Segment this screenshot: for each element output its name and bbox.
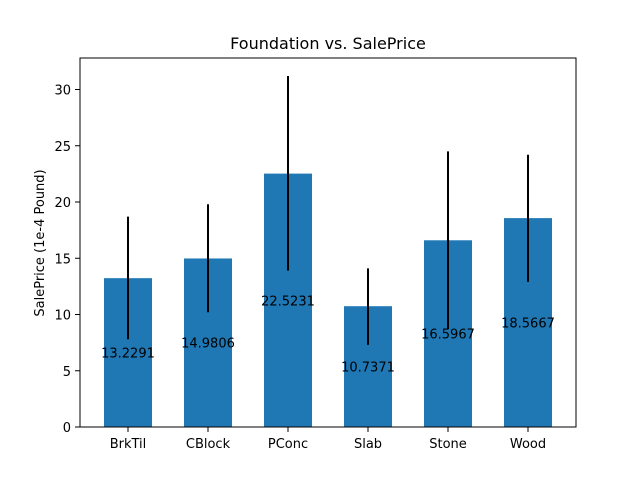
y-tick-label-10: 10 bbox=[54, 309, 71, 324]
x-tick-label-pconc: PConc bbox=[268, 437, 308, 452]
x-tick-label-slab: Slab bbox=[354, 437, 382, 452]
x-tick-label-stone: Stone bbox=[429, 437, 467, 452]
y-tick-label-5: 5 bbox=[63, 365, 71, 380]
error-bars-layer bbox=[127, 76, 529, 345]
y-tick-label-30: 30 bbox=[54, 84, 71, 99]
y-tick-label-20: 20 bbox=[54, 196, 71, 211]
axes-layer: BrkTil CBlock PConc Slab Stone Wood 0 5 10 15 20 25… bbox=[54, 57, 577, 452]
data-label-brktil: 13.2291 bbox=[101, 347, 155, 362]
data-label-wood: 18.5667 bbox=[501, 317, 555, 332]
data-labels-layer: 13.2291 14.9806 22.5231 10.7371 16.5967 18.56… bbox=[101, 294, 555, 375]
bars-layer bbox=[104, 173, 552, 427]
y-tick-label-15: 15 bbox=[54, 252, 71, 267]
y-tick-label-25: 25 bbox=[54, 140, 71, 155]
x-tick-label-cblock: CBlock bbox=[186, 437, 231, 452]
plot-frame bbox=[79, 57, 577, 428]
chart-title: Foundation vs. SalePrice bbox=[230, 34, 426, 53]
data-label-slab: 10.7371 bbox=[341, 361, 395, 376]
data-label-stone: 16.5967 bbox=[421, 328, 475, 343]
y-tick-label-0: 0 bbox=[63, 421, 71, 436]
data-label-cblock: 14.9806 bbox=[181, 337, 235, 352]
data-label-pconc: 22.5231 bbox=[261, 294, 315, 309]
y-axis-label: SalePrice (1e-4 Pound) bbox=[33, 169, 48, 316]
x-tick-label-wood: Wood bbox=[510, 437, 546, 452]
x-tick-label-brktil: BrkTil bbox=[110, 437, 147, 452]
